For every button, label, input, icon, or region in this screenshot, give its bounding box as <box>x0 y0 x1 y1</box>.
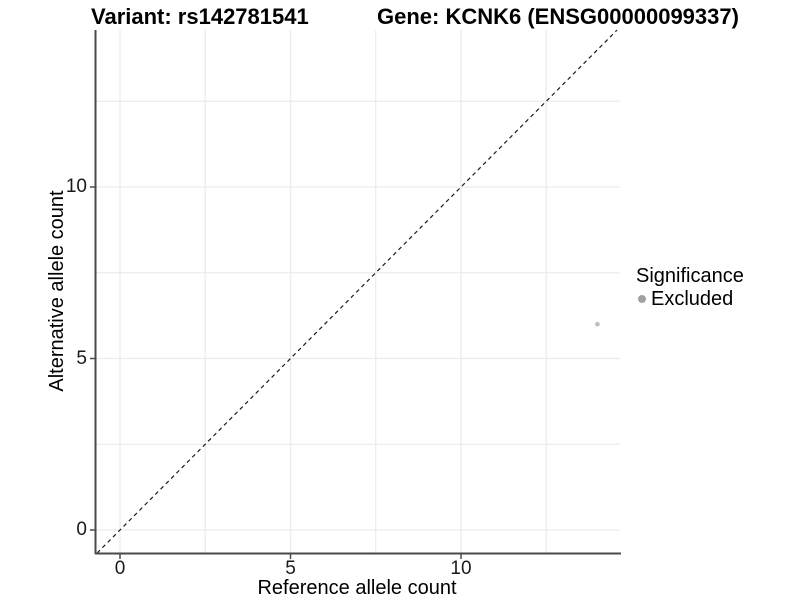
x-tick-label: 5 <box>285 558 296 579</box>
legend-key-dot-icon <box>638 295 646 303</box>
y-tick-label: 5 <box>76 347 87 369</box>
legend: Significance Excluded <box>636 265 744 310</box>
legend-title: Significance <box>636 265 744 287</box>
y-tick-label: 10 <box>65 176 87 197</box>
x-tick-label: 0 <box>114 558 126 579</box>
gene-title: Gene: KCNK6 (ENSG00000099337) <box>377 4 739 29</box>
legend-item-label: Excluded <box>651 288 734 310</box>
x-axis-title: Reference allele count <box>257 577 457 599</box>
legend-item-excluded: Excluded <box>636 288 744 310</box>
x-tick-label: 10 <box>450 558 472 579</box>
data-point <box>595 321 600 327</box>
y-tick-label: 0 <box>76 519 87 540</box>
identity-dashed-line <box>96 29 618 554</box>
variant-title: Variant: rs142781541 <box>91 4 309 29</box>
